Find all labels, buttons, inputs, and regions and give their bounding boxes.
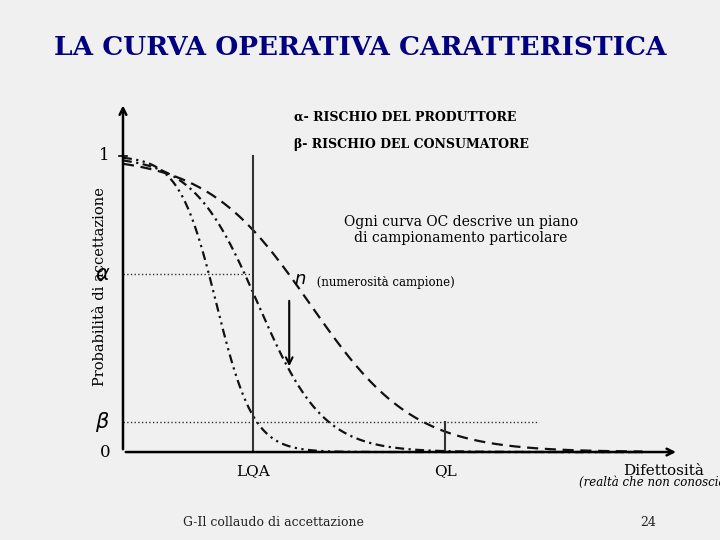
Text: $\mathbf{\mathit{n}}$: $\mathbf{\mathit{n}}$ [294, 269, 307, 288]
Text: Ogni curva OC descrive un piano
di campionamento particolare: Ogni curva OC descrive un piano di campi… [343, 215, 577, 245]
Text: QL: QL [433, 464, 456, 478]
Text: (numerosità campione): (numerosità campione) [312, 276, 454, 289]
Text: $\alpha$: $\alpha$ [94, 265, 110, 284]
Text: G-Il collaudo di accettazione: G-Il collaudo di accettazione [183, 516, 364, 529]
Text: 24: 24 [640, 516, 656, 529]
Y-axis label: Probabilità di accettazione: Probabilità di accettazione [93, 187, 107, 386]
Text: α- RISCHIO DEL PRODUTTORE: α- RISCHIO DEL PRODUTTORE [294, 111, 517, 124]
Text: 0: 0 [99, 443, 110, 461]
Text: LA CURVA OPERATIVA CARATTERISTICA: LA CURVA OPERATIVA CARATTERISTICA [54, 35, 666, 60]
Text: 1: 1 [99, 147, 110, 164]
Text: β- RISCHIO DEL CONSUMATORE: β- RISCHIO DEL CONSUMATORE [294, 138, 529, 151]
Text: LQA: LQA [236, 464, 270, 478]
Text: Difettosità: Difettosità [623, 464, 703, 478]
Text: $\beta$: $\beta$ [95, 410, 110, 434]
Text: (realtà che non conosciamo): (realtà che non conosciamo) [579, 476, 720, 489]
